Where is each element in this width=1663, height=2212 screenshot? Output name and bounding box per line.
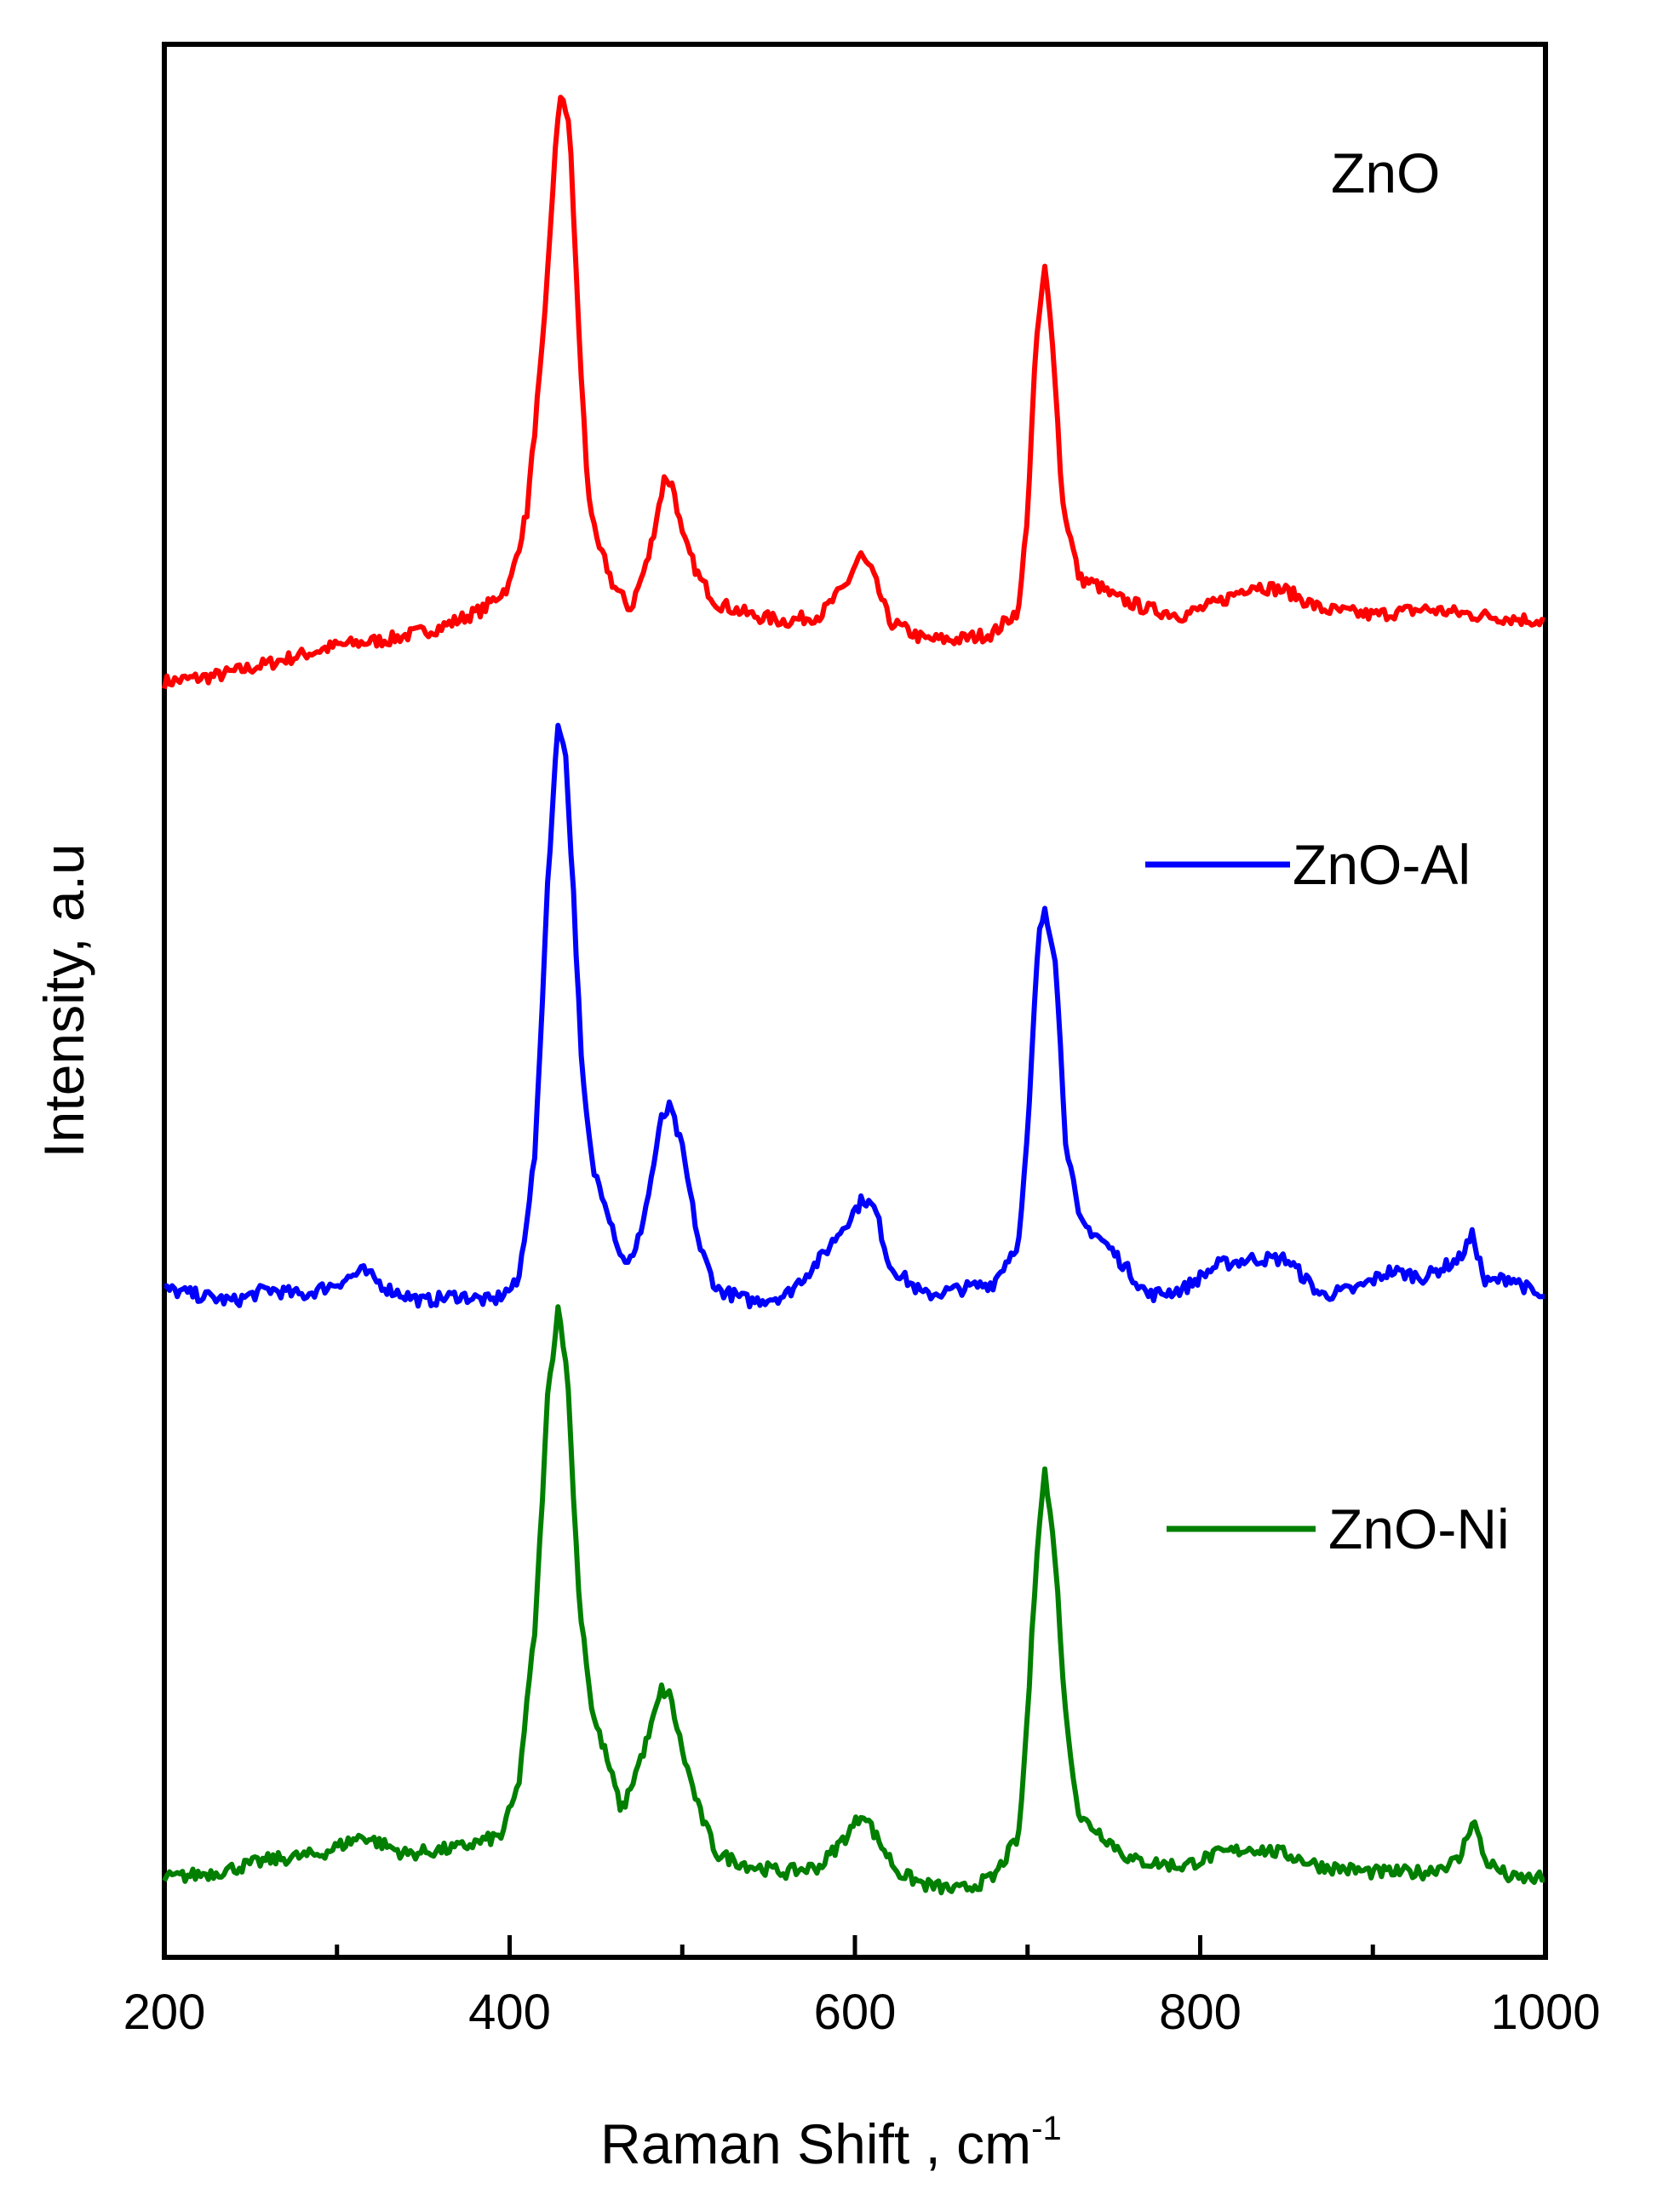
series-line-zno-ni xyxy=(162,1304,1545,1896)
x-axis-title: Raman Shift , cm-1 xyxy=(600,2110,1062,2175)
x-axis-tick-labels: 200 400 600 800 1000 xyxy=(123,1985,1601,2040)
x-tick-label: 200 xyxy=(123,1985,206,2040)
x-tick-label: 600 xyxy=(814,1985,897,2040)
znoni-label: ZnO-Ni xyxy=(1328,1497,1510,1560)
plot-frame xyxy=(162,42,1548,1960)
x-axis-ticks xyxy=(335,1935,1375,1957)
x-tick-label: 800 xyxy=(1159,1985,1242,2040)
series-line-zno-al xyxy=(163,722,1545,1310)
x-axis-title-superscript: -1 xyxy=(1031,2110,1062,2147)
series-lines xyxy=(162,95,1545,1896)
zno-label: ZnO xyxy=(1331,141,1440,204)
series-line-zno xyxy=(162,95,1545,690)
znoal-label: ZnO-Al xyxy=(1293,833,1471,896)
x-axis-title-text: Raman Shift , cm xyxy=(600,2112,1031,2175)
x-tick-label: 400 xyxy=(468,1985,551,2040)
x-tick-label: 1000 xyxy=(1490,1985,1600,2040)
y-axis-title: Intensity, a.u xyxy=(32,843,95,1158)
